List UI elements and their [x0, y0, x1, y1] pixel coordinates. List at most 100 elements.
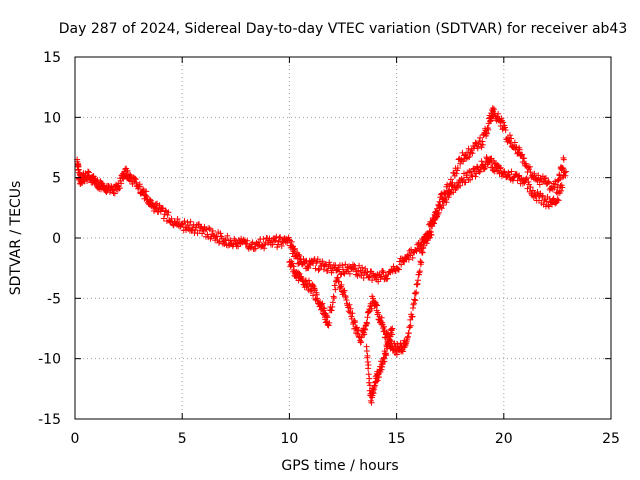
data-point [398, 261, 405, 268]
data-point [337, 271, 344, 278]
data-point [260, 236, 267, 243]
data-point [560, 156, 567, 163]
data-point [235, 243, 242, 250]
data-point [347, 305, 354, 312]
data-point [415, 277, 422, 284]
data-point [409, 254, 416, 261]
data-point [527, 169, 534, 176]
data-point [328, 307, 335, 314]
data-point [381, 327, 388, 334]
data-point [319, 258, 326, 265]
data-point [445, 194, 452, 201]
data-point [364, 269, 371, 276]
data-point [429, 221, 436, 228]
x-tick-label: 10 [280, 431, 298, 447]
data-point [515, 149, 522, 156]
data-point [118, 180, 125, 187]
data-point [342, 261, 349, 268]
data-point [549, 201, 556, 208]
data-point [527, 184, 534, 191]
data-point [406, 324, 413, 331]
axis-ticks [74, 56, 612, 420]
data-point [524, 185, 531, 192]
data-point [219, 235, 226, 242]
data-point [243, 241, 250, 248]
data-point [400, 258, 407, 265]
series [74, 105, 567, 285]
data-point [325, 322, 332, 329]
data-point [168, 215, 175, 222]
data-point [501, 168, 508, 175]
data-point [497, 165, 504, 172]
data-point [321, 305, 328, 312]
data-point [94, 176, 101, 183]
data-point [341, 287, 348, 294]
data-point [381, 358, 388, 365]
data-point [378, 273, 385, 280]
data-point [390, 263, 397, 270]
data-point [521, 179, 528, 186]
data-point [320, 266, 327, 273]
data-point [405, 256, 412, 263]
data-point [368, 305, 375, 312]
data-point [453, 170, 460, 177]
data-point [389, 325, 396, 332]
data-point [438, 205, 445, 212]
data-point [305, 265, 312, 272]
data-point [508, 168, 515, 175]
data-point [468, 172, 475, 179]
data-point [426, 228, 433, 235]
data-point [295, 269, 302, 276]
data-point [562, 172, 569, 179]
data-point [165, 209, 172, 216]
data-point [309, 282, 316, 289]
data-point [521, 155, 528, 162]
x-tick-label: 25 [602, 431, 620, 447]
data-point [224, 232, 231, 239]
data-point [244, 237, 251, 244]
data-point [389, 331, 396, 338]
data-point [553, 189, 560, 196]
x-tick-label: 20 [495, 431, 513, 447]
data-point [523, 160, 530, 167]
data-point [479, 141, 486, 148]
data-point [338, 281, 345, 288]
data-point [206, 224, 212, 231]
data-point [393, 351, 400, 358]
data-point [384, 275, 391, 282]
data-point [472, 173, 479, 180]
data-point [511, 139, 518, 146]
data-point [329, 303, 336, 310]
data-point [278, 242, 285, 249]
data-point [442, 196, 449, 203]
data-point [331, 282, 338, 289]
data-point [364, 314, 371, 321]
data-point [535, 172, 542, 179]
x-tick-label: 15 [388, 431, 406, 447]
data-point [352, 319, 359, 326]
data-point [277, 234, 284, 241]
data-point [477, 168, 484, 175]
data-point [84, 177, 91, 184]
data-point [375, 278, 382, 285]
data-point [132, 175, 139, 182]
y-tick-labels: -15 -10 -5 0 5 10 15 [38, 50, 61, 428]
data-point [554, 196, 561, 203]
data-point [342, 292, 349, 299]
data-point [399, 348, 406, 355]
data-point [179, 221, 186, 228]
chart-title: Day 287 of 2024, Sidereal Day-to-day VTE… [59, 21, 628, 37]
data-point [352, 265, 359, 272]
series [286, 154, 569, 358]
data-point [440, 202, 447, 209]
data-point [506, 171, 513, 178]
data-point [342, 294, 349, 301]
data-point [108, 182, 115, 189]
data-point [409, 313, 416, 320]
data-point [487, 156, 494, 163]
data-point [383, 276, 390, 283]
data-point [407, 322, 414, 329]
data-point [375, 309, 382, 316]
data-point [411, 296, 418, 303]
